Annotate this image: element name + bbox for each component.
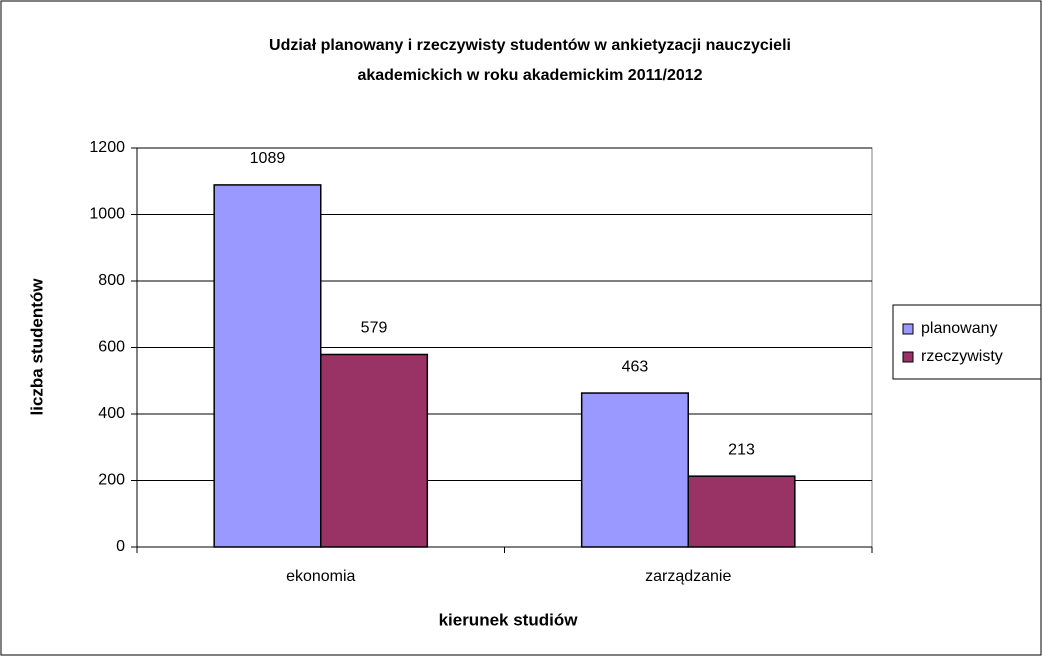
y-tick-label: 1000 xyxy=(89,206,125,223)
y-axis-title: liczba studentów xyxy=(27,278,46,416)
value-label: 463 xyxy=(622,358,649,375)
legend-box xyxy=(892,304,1042,380)
x-tick-label: zarządzanie xyxy=(645,568,731,585)
y-tick-label: 800 xyxy=(98,272,125,289)
value-label: 213 xyxy=(728,441,755,458)
bar xyxy=(320,353,429,548)
chart-title: Udział planowany i rzeczywisty studentów… xyxy=(269,37,791,54)
y-tick-label: 1200 xyxy=(89,139,125,156)
bar xyxy=(580,392,689,548)
bar xyxy=(213,184,322,548)
legend-swatch xyxy=(902,351,914,363)
value-label: 579 xyxy=(361,320,388,337)
y-tick-label: 600 xyxy=(98,339,125,356)
legend-label: rzeczywisty xyxy=(921,348,1003,365)
x-tick-label: ekonomia xyxy=(286,568,355,585)
chart-title: akademickich w roku akademickim 2011/201… xyxy=(357,67,702,84)
legend-swatch xyxy=(902,323,914,335)
bar xyxy=(687,475,796,548)
value-label: 1089 xyxy=(250,150,286,167)
legend-label: planowany xyxy=(921,320,998,337)
y-tick-label: 400 xyxy=(98,405,125,422)
y-tick-label: 200 xyxy=(98,472,125,489)
y-tick-label: 0 xyxy=(116,538,125,555)
x-axis-title: kierunek studiów xyxy=(439,610,579,629)
